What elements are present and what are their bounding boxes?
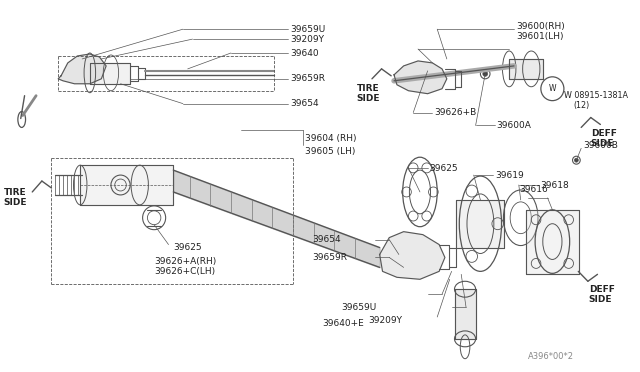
Text: 39654: 39654 [312,235,341,244]
Polygon shape [454,289,476,339]
Polygon shape [90,63,130,84]
Text: 39625: 39625 [429,164,458,173]
Text: SIDE: SIDE [589,295,612,304]
Text: 39654: 39654 [291,99,319,108]
Text: SIDE: SIDE [591,139,614,148]
Text: 39625: 39625 [173,243,202,252]
Text: 39600A: 39600A [497,121,532,130]
Text: 39619: 39619 [495,171,524,180]
Polygon shape [380,232,445,279]
Text: 39601(LH): 39601(LH) [516,32,563,41]
Polygon shape [525,210,579,274]
Text: 39616: 39616 [519,186,548,195]
Text: 39659R: 39659R [291,74,325,83]
Text: DEFF: DEFF [591,129,617,138]
Text: 39626+C(LH): 39626+C(LH) [154,267,215,276]
Text: 39618: 39618 [540,180,569,189]
Polygon shape [58,54,106,84]
Text: 39604 (RH): 39604 (RH) [305,134,356,143]
Text: 39209Y: 39209Y [368,317,402,326]
Text: 39659U: 39659U [341,302,376,312]
Text: SIDE: SIDE [356,94,380,103]
Ellipse shape [483,71,488,76]
Text: 39626+A(RH): 39626+A(RH) [154,257,216,266]
Text: 39605 (LH): 39605 (LH) [305,147,355,156]
Text: TIRE: TIRE [357,84,380,93]
Text: TIRE: TIRE [4,189,26,198]
Text: 39600B: 39600B [583,141,618,150]
Text: 39600(RH): 39600(RH) [516,22,564,31]
Text: 39209Y: 39209Y [291,35,324,44]
Text: 39626+B: 39626+B [435,108,477,117]
Text: W 08915-1381A: W 08915-1381A [564,91,628,100]
Text: SIDE: SIDE [3,198,27,207]
Polygon shape [394,61,447,94]
Text: A396*00*2: A396*00*2 [529,352,574,361]
Polygon shape [80,165,173,205]
Text: (12): (12) [573,101,589,110]
Text: DEFF: DEFF [589,285,615,294]
Text: 39640+E: 39640+E [322,320,364,328]
Text: 39659R: 39659R [312,253,348,262]
Text: W: W [548,84,556,93]
Polygon shape [456,200,504,247]
Text: 39659U: 39659U [291,25,326,34]
Polygon shape [509,59,543,79]
Text: 39640: 39640 [291,48,319,58]
Ellipse shape [575,158,579,162]
